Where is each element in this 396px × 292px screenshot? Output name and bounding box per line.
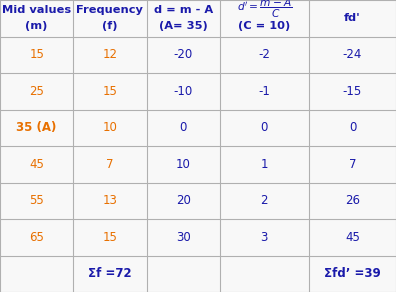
Text: -10: -10 [173, 85, 193, 98]
Text: 35 (A): 35 (A) [17, 121, 57, 134]
Text: Σfd’ =39: Σfd’ =39 [324, 267, 381, 280]
Text: 15: 15 [103, 85, 117, 98]
Text: (C = 10): (C = 10) [238, 21, 290, 32]
Text: Mid values: Mid values [2, 5, 71, 15]
Text: 2: 2 [261, 194, 268, 207]
Text: 3: 3 [261, 231, 268, 244]
Text: 15: 15 [29, 48, 44, 61]
Text: (f): (f) [102, 21, 118, 32]
Text: -1: -1 [259, 85, 270, 98]
Text: 1: 1 [261, 158, 268, 171]
Text: -20: -20 [173, 48, 193, 61]
Text: fd': fd' [344, 13, 361, 23]
Text: $\mathit{d'} = \dfrac{m-A}{C}$: $\mathit{d'} = \dfrac{m-A}{C}$ [236, 0, 292, 20]
Text: 10: 10 [176, 158, 190, 171]
Text: 0: 0 [349, 121, 356, 134]
Text: -2: -2 [259, 48, 270, 61]
Text: 20: 20 [176, 194, 190, 207]
Text: -24: -24 [343, 48, 362, 61]
Text: Frequency: Frequency [76, 5, 143, 15]
Text: 7: 7 [106, 158, 114, 171]
Text: 65: 65 [29, 231, 44, 244]
Text: Σf =72: Σf =72 [88, 267, 132, 280]
Text: 45: 45 [345, 231, 360, 244]
Text: 0: 0 [179, 121, 187, 134]
Text: 13: 13 [103, 194, 117, 207]
Text: (A= 35): (A= 35) [159, 21, 208, 32]
Text: 25: 25 [29, 85, 44, 98]
Text: 0: 0 [261, 121, 268, 134]
Text: 55: 55 [29, 194, 44, 207]
Text: 45: 45 [29, 158, 44, 171]
Text: 7: 7 [349, 158, 356, 171]
Text: 15: 15 [103, 231, 117, 244]
Text: (m): (m) [25, 21, 48, 32]
Text: 30: 30 [176, 231, 190, 244]
Text: 10: 10 [103, 121, 117, 134]
Text: 12: 12 [103, 48, 117, 61]
Text: d = m - A: d = m - A [154, 5, 213, 15]
Text: -15: -15 [343, 85, 362, 98]
Text: 26: 26 [345, 194, 360, 207]
